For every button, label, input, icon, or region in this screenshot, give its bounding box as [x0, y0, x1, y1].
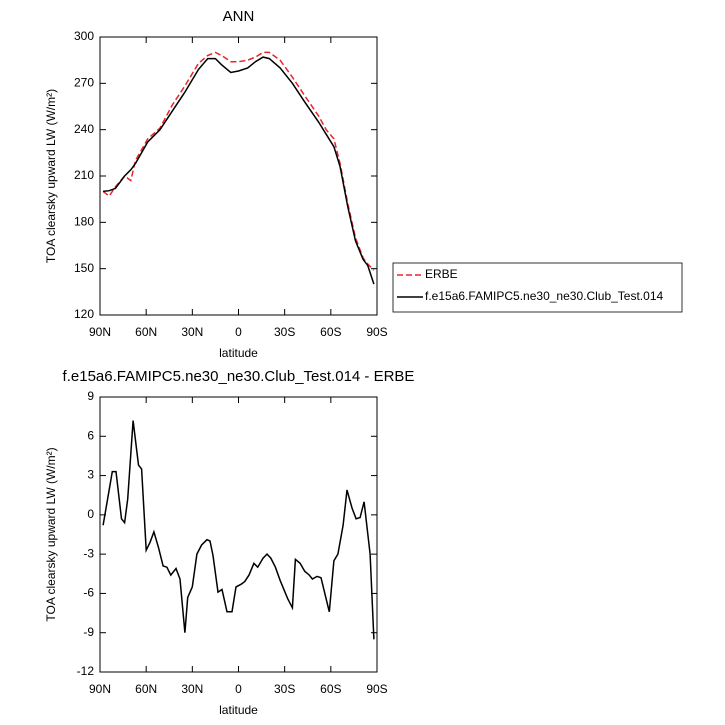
x-tick-label: 0 — [235, 325, 242, 339]
legend-label: f.e15a6.FAMIPC5.ne30_ne30.Club_Test.014 — [425, 289, 663, 303]
y-tick-label: -6 — [83, 586, 94, 600]
y-tick-label: 150 — [74, 261, 94, 275]
x-axis-label: latitude — [219, 703, 258, 717]
x-tick-label: 90S — [366, 325, 387, 339]
y-tick-label: 300 — [74, 29, 94, 43]
y-tick-label: -12 — [77, 664, 95, 678]
y-tick-label: 9 — [87, 389, 94, 403]
x-tick-label: 90N — [89, 325, 111, 339]
legend-label: ERBE — [425, 267, 458, 281]
y-axis-label: TOA clearsky upward LW (W/m²) — [44, 447, 58, 621]
x-tick-label: 30S — [274, 325, 295, 339]
x-axis-label: latitude — [219, 346, 258, 360]
x-tick-label: 0 — [235, 682, 242, 696]
y-tick-label: 240 — [74, 122, 94, 136]
x-tick-label: 60N — [135, 682, 157, 696]
x-tick-label: 30N — [181, 325, 203, 339]
y-tick-label: 180 — [74, 215, 94, 229]
y-tick-label: 0 — [87, 507, 94, 521]
plot-frame — [99, 36, 378, 316]
x-tick-label: 30N — [181, 682, 203, 696]
line-series — [102, 420, 375, 640]
x-tick-label: 90N — [89, 682, 111, 696]
y-tick-label: -9 — [83, 625, 94, 639]
line-series — [102, 51, 375, 271]
x-tick-label: 90S — [366, 682, 387, 696]
legend-box — [392, 262, 683, 313]
y-tick-label: 210 — [74, 168, 94, 182]
y-axis-label: TOA clearsky upward LW (W/m²) — [44, 89, 58, 263]
y-tick-label: 270 — [74, 76, 94, 90]
chart-title: f.e15a6.FAMIPC5.ne30_ne30.Club_Test.014 … — [63, 368, 415, 385]
line-series — [103, 56, 375, 285]
x-tick-label: 60N — [135, 325, 157, 339]
x-tick-label: 60S — [320, 325, 341, 339]
y-tick-label: 120 — [74, 307, 94, 321]
x-tick-label: 60S — [320, 682, 341, 696]
chart-title: ANN — [223, 8, 255, 25]
y-tick-label: 6 — [87, 428, 94, 442]
y-tick-label: 3 — [87, 468, 94, 482]
y-tick-label: -3 — [83, 546, 94, 560]
x-tick-label: 30S — [274, 682, 295, 696]
plot-frame — [99, 396, 378, 673]
